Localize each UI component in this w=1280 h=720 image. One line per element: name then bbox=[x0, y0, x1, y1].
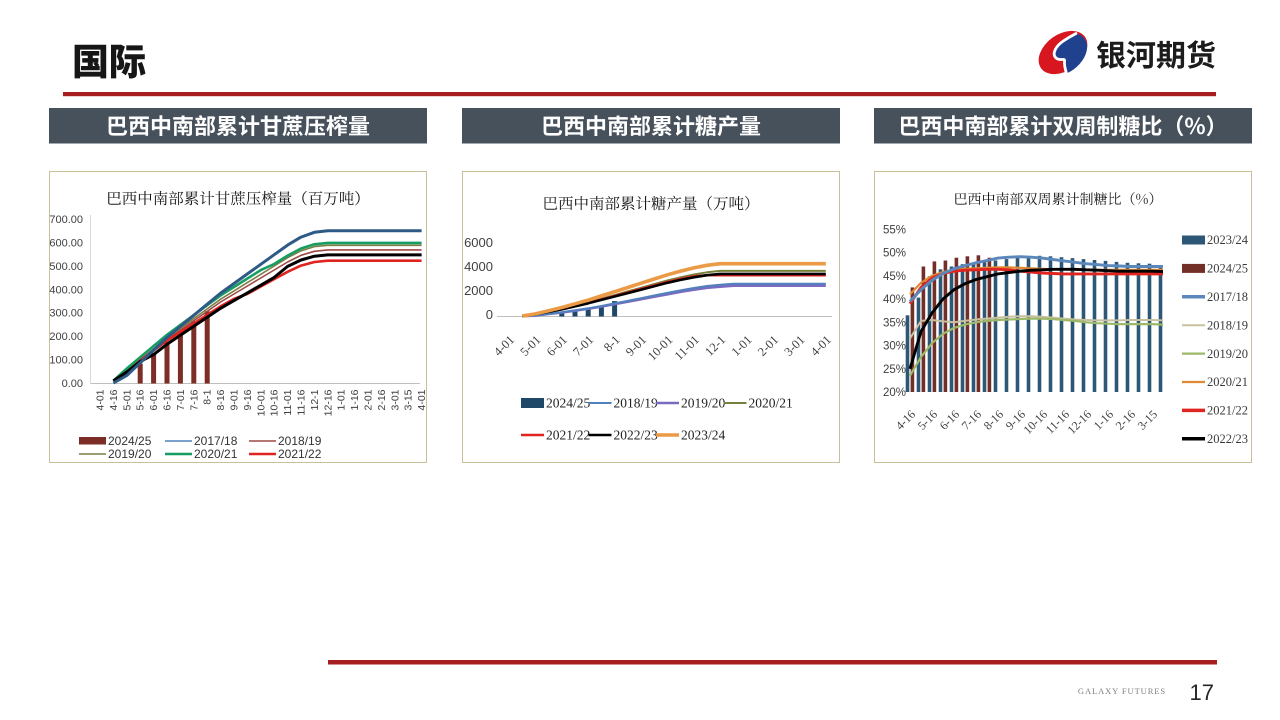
svg-text:2019/20: 2019/20 bbox=[681, 396, 726, 411]
svg-text:2-16: 2-16 bbox=[376, 389, 388, 410]
svg-text:2024/25: 2024/25 bbox=[546, 396, 591, 411]
svg-text:2024/25: 2024/25 bbox=[1207, 262, 1248, 276]
svg-text:2020/21: 2020/21 bbox=[749, 396, 793, 411]
svg-text:2021/22: 2021/22 bbox=[546, 428, 590, 443]
svg-text:2021/22: 2021/22 bbox=[278, 447, 322, 461]
svg-text:7-16: 7-16 bbox=[188, 389, 200, 410]
svg-text:6000: 6000 bbox=[464, 235, 493, 250]
svg-text:2018/19: 2018/19 bbox=[1207, 318, 1248, 332]
svg-text:2018/19: 2018/19 bbox=[614, 396, 659, 411]
svg-text:20%: 20% bbox=[883, 387, 906, 399]
svg-text:30%: 30% bbox=[883, 341, 906, 353]
svg-text:8-1: 8-1 bbox=[202, 389, 214, 404]
svg-text:2017/18: 2017/18 bbox=[194, 434, 238, 448]
svg-text:10-16: 10-16 bbox=[269, 389, 281, 416]
svg-text:1-01: 1-01 bbox=[336, 389, 348, 410]
svg-text:GALAXY FUTURES: GALAXY FUTURES bbox=[1078, 686, 1166, 696]
svg-text:0: 0 bbox=[486, 307, 493, 322]
svg-text:100.00: 100.00 bbox=[49, 355, 83, 367]
svg-text:2022/23: 2022/23 bbox=[1207, 432, 1248, 446]
svg-text:12-1: 12-1 bbox=[309, 389, 321, 410]
svg-text:2019/20: 2019/20 bbox=[108, 447, 152, 461]
svg-text:4-01: 4-01 bbox=[95, 389, 107, 410]
svg-text:600.00: 600.00 bbox=[49, 237, 83, 249]
svg-text:2023/24: 2023/24 bbox=[681, 428, 726, 443]
svg-text:9-01: 9-01 bbox=[229, 389, 241, 410]
svg-text:25%: 25% bbox=[883, 364, 906, 376]
svg-text:11-01: 11-01 bbox=[282, 389, 294, 415]
svg-text:4000: 4000 bbox=[464, 259, 493, 274]
svg-text:4-01: 4-01 bbox=[416, 389, 427, 410]
svg-text:2000: 2000 bbox=[464, 283, 493, 298]
svg-text:50%: 50% bbox=[883, 248, 906, 260]
svg-text:7-01: 7-01 bbox=[175, 389, 187, 410]
svg-text:2023/24: 2023/24 bbox=[1207, 233, 1249, 247]
svg-text:2020/21: 2020/21 bbox=[1207, 375, 1248, 389]
svg-text:2020/21: 2020/21 bbox=[194, 447, 238, 461]
svg-text:12-16: 12-16 bbox=[322, 389, 334, 416]
svg-text:2018/19: 2018/19 bbox=[278, 434, 322, 448]
svg-text:5-01: 5-01 bbox=[121, 389, 133, 410]
svg-text:9-16: 9-16 bbox=[242, 389, 254, 410]
svg-text:2017/18: 2017/18 bbox=[1207, 290, 1248, 304]
svg-text:700.00: 700.00 bbox=[49, 214, 83, 226]
svg-text:200.00: 200.00 bbox=[49, 331, 83, 343]
svg-text:10-01: 10-01 bbox=[255, 389, 267, 416]
svg-text:35%: 35% bbox=[883, 317, 906, 329]
svg-text:6-16: 6-16 bbox=[162, 389, 174, 410]
svg-text:2-01: 2-01 bbox=[363, 389, 375, 410]
svg-text:2021/22: 2021/22 bbox=[1207, 404, 1248, 418]
svg-text:45%: 45% bbox=[883, 271, 906, 283]
svg-text:2019/20: 2019/20 bbox=[1207, 347, 1248, 361]
svg-text:4-16: 4-16 bbox=[108, 389, 120, 410]
svg-text:2022/23: 2022/23 bbox=[614, 428, 659, 443]
svg-text:17: 17 bbox=[1190, 680, 1214, 705]
svg-text:55%: 55% bbox=[883, 224, 906, 236]
svg-text:1-16: 1-16 bbox=[349, 389, 361, 410]
svg-text:11-16: 11-16 bbox=[296, 389, 308, 415]
svg-text:8-16: 8-16 bbox=[215, 389, 227, 410]
svg-text:3-15: 3-15 bbox=[403, 389, 415, 410]
svg-text:6-01: 6-01 bbox=[148, 389, 160, 410]
svg-text:500.00: 500.00 bbox=[49, 261, 83, 273]
svg-text:40%: 40% bbox=[883, 294, 906, 306]
svg-text:300.00: 300.00 bbox=[49, 308, 83, 320]
svg-text:0.00: 0.00 bbox=[62, 378, 83, 390]
svg-text:400.00: 400.00 bbox=[49, 284, 83, 296]
svg-text:2024/25: 2024/25 bbox=[108, 434, 152, 448]
svg-text:3-01: 3-01 bbox=[389, 389, 401, 410]
svg-text:5-16: 5-16 bbox=[135, 389, 147, 410]
